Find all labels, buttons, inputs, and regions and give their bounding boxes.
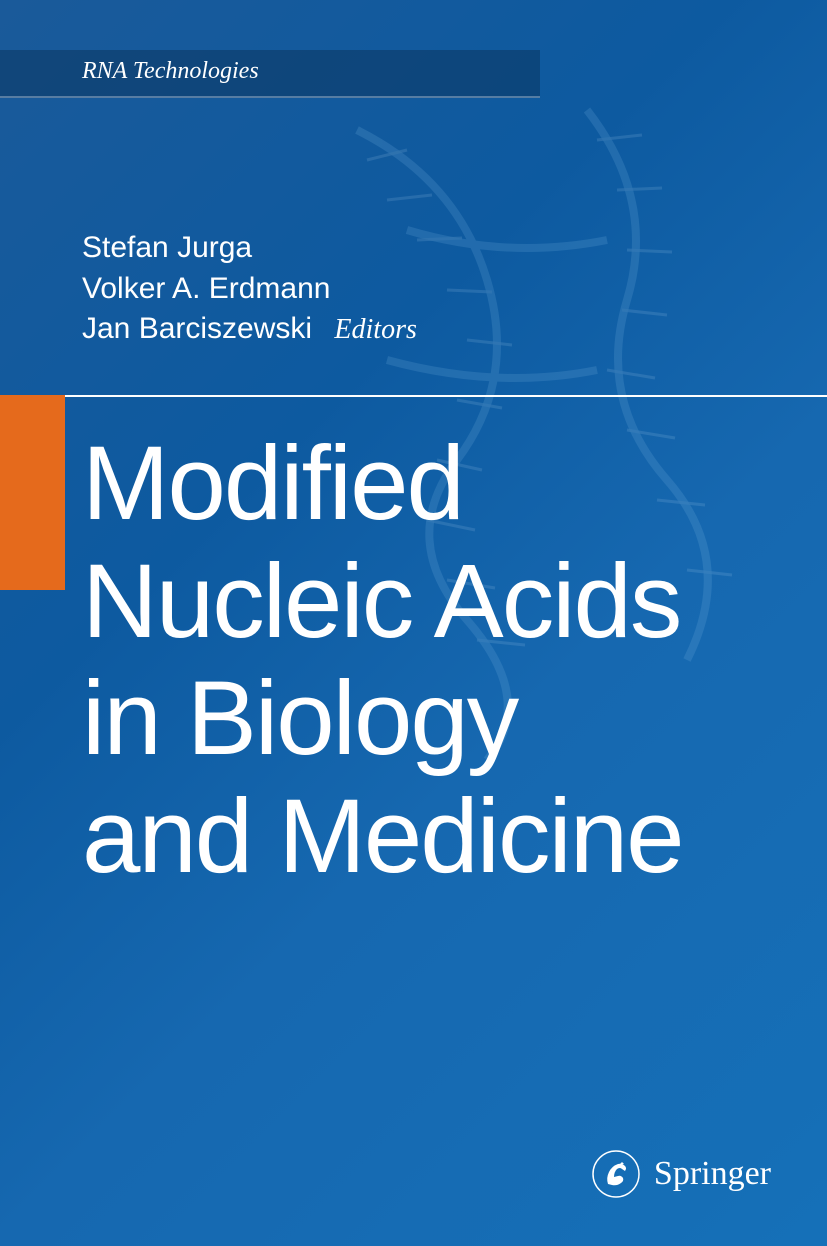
- title-line: in Biology: [82, 660, 683, 778]
- editor-name: Stefan Jurga: [82, 228, 417, 269]
- publisher-name: Springer: [654, 1155, 771, 1193]
- series-name: RNA Technologies: [82, 58, 259, 85]
- editors-role-label: Editors: [334, 314, 416, 345]
- title-line: Modified: [82, 425, 683, 543]
- title-line: Nucleic Acids: [82, 543, 683, 661]
- book-cover: RNA Technologies Stefan Jurga Volker A. …: [0, 0, 827, 1246]
- editors-role: [320, 314, 334, 345]
- editor-name: Jan Barciszewski: [82, 312, 312, 345]
- series-bar: [0, 50, 540, 98]
- horizontal-divider: [0, 395, 827, 397]
- editor-name: Volker A. Erdmann: [82, 269, 417, 310]
- title-line: and Medicine: [82, 778, 683, 896]
- publisher-block: Springer: [592, 1150, 771, 1198]
- book-title: Modified Nucleic Acids in Biology and Me…: [82, 425, 683, 895]
- accent-block: [0, 395, 65, 590]
- editors-block: Stefan Jurga Volker A. Erdmann Jan Barci…: [82, 228, 417, 350]
- springer-horse-icon: [592, 1150, 640, 1198]
